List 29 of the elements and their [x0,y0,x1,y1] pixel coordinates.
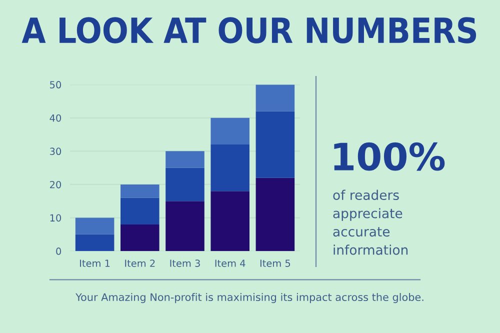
bar [210,191,250,252]
bar [120,224,160,252]
y-tick-label: 20 [50,180,62,188]
y-tick-label: 50 [50,81,62,88]
text: of readers appreciate accurate information [333,190,408,255]
bar [120,198,160,224]
bar [166,201,204,252]
bar [256,178,295,252]
text: Your Amazing Non-profit is maximising its impact across the globe. [76,292,424,304]
bar [210,118,250,145]
text: 100% [334,142,445,171]
y-tick-label: 0 [56,248,62,255]
y-tick-label: 40 [50,114,62,122]
bar [256,84,295,112]
x-tick-label: Item 4 [215,260,246,267]
bar [256,111,295,178]
y-tick-label: 10 [50,214,62,222]
bar [120,184,160,198]
bar [75,234,114,252]
y-tick-label: 30 [50,148,62,156]
x-tick-label: Item 3 [170,260,200,267]
x-tick-label: Item 1 [80,260,110,267]
bar [166,151,204,168]
chart-title: A LOOK AT OUR NUMBERS [22,17,476,44]
bar [75,218,114,234]
x-tick-label: Item 5 [260,260,290,267]
bar [210,144,250,192]
x-tick-label: Item 2 [125,260,155,267]
bar [166,168,204,202]
